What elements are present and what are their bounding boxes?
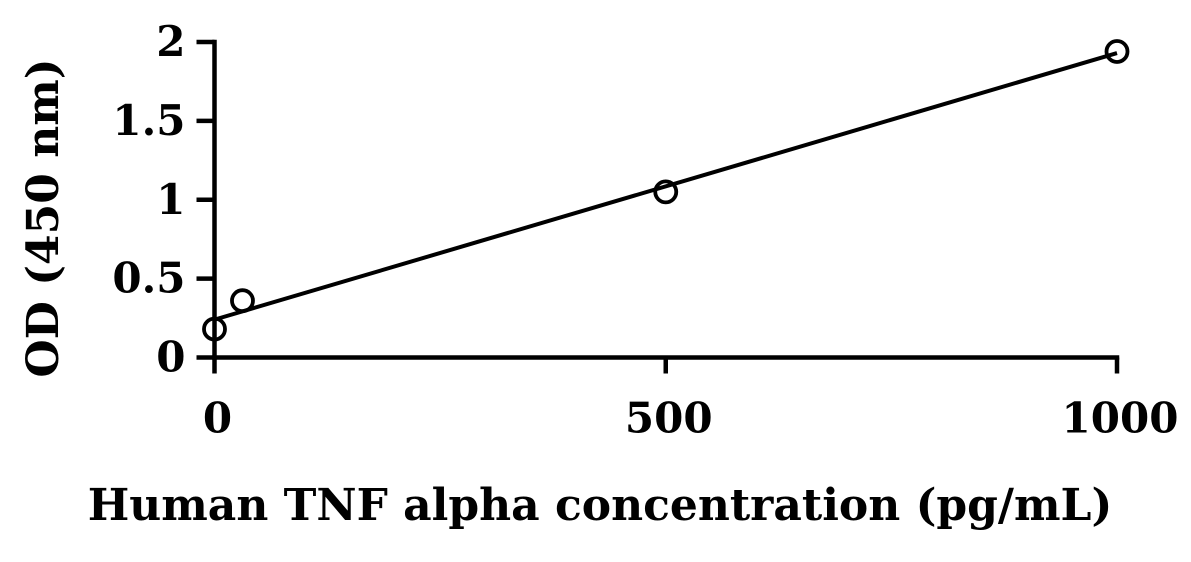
y-axis-title: OD (450 nm): [18, 58, 69, 377]
data-point-marker: [1104, 39, 1130, 64]
data-point-marker: [230, 288, 255, 314]
x-tick-label: 0: [203, 394, 232, 443]
y-tick-label: 1: [156, 175, 185, 224]
y-tick-label: 2: [156, 17, 185, 66]
x-axis-title: Human TNF alpha concentration (pg/mL): [88, 480, 1113, 531]
data-point-marker: [653, 179, 679, 205]
x-tick-label: 500: [625, 394, 713, 443]
y-tick-label: 0.5: [112, 254, 185, 303]
trendline: [213, 51, 1118, 322]
y-tick-label: 0: [156, 333, 185, 382]
x-tick-label: 1000: [1062, 394, 1179, 443]
data-point-marker: [202, 316, 227, 342]
y-tick-label: 1.5: [112, 96, 185, 145]
plot-layer: 0 0.5 1 1.5 2 0 500 1000: [112, 17, 1178, 443]
